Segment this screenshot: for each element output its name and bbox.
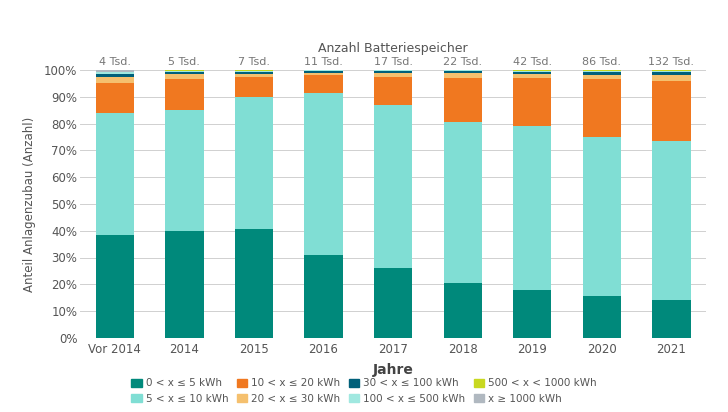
Bar [513,72,551,74]
Bar [652,300,690,338]
Bar [513,290,551,338]
Bar [235,77,273,97]
Bar [443,70,482,71]
Bar [652,75,690,81]
Bar [652,71,690,72]
X-axis label: Anzahl Batteriespeicher: Anzahl Batteriespeicher [318,42,468,55]
Bar [374,105,412,268]
Bar [443,71,482,73]
Bar [235,72,273,74]
Bar [304,73,343,75]
Bar [582,296,621,338]
Bar [652,141,690,300]
Bar [165,70,204,72]
Bar [235,74,273,77]
Bar [374,77,412,105]
Bar [96,77,134,83]
Bar [582,75,621,80]
Bar [165,231,204,338]
X-axis label: Jahre: Jahre [373,363,414,377]
Bar [374,73,412,77]
Bar [513,78,551,126]
Bar [235,70,273,72]
Bar [652,72,690,75]
Bar [443,122,482,283]
Bar [235,97,273,229]
Y-axis label: Anteil Anlagenzubau (Anzahl): Anteil Anlagenzubau (Anzahl) [23,116,36,292]
Legend: 0 < x ≤ 5 kWh, 5 < x ≤ 10 kWh, 10 < x ≤ 20 kWh, 20 < x ≤ 30 kWh, 30 < x ≤ 100 kW: 0 < x ≤ 5 kWh, 5 < x ≤ 10 kWh, 10 < x ≤ … [128,375,600,407]
Bar [582,80,621,137]
Bar [304,71,343,73]
Bar [165,72,204,74]
Bar [304,255,343,338]
Bar [96,70,134,72]
Bar [96,72,134,74]
Bar [374,70,412,71]
Bar [304,70,343,71]
Bar [513,70,551,72]
Bar [652,81,690,141]
Bar [443,78,482,122]
Bar [374,268,412,338]
Bar [443,283,482,338]
Bar [96,113,134,235]
Bar [165,80,204,110]
Bar [165,74,204,80]
Bar [235,229,273,338]
Bar [513,74,551,78]
Bar [582,71,621,72]
Bar [165,110,204,231]
Bar [96,83,134,113]
Bar [96,74,134,77]
Bar [582,137,621,296]
Bar [304,93,343,255]
Bar [443,73,482,78]
Bar [513,126,551,290]
Bar [96,235,134,338]
Bar [582,72,621,75]
Bar [304,75,343,93]
Bar [374,71,412,73]
